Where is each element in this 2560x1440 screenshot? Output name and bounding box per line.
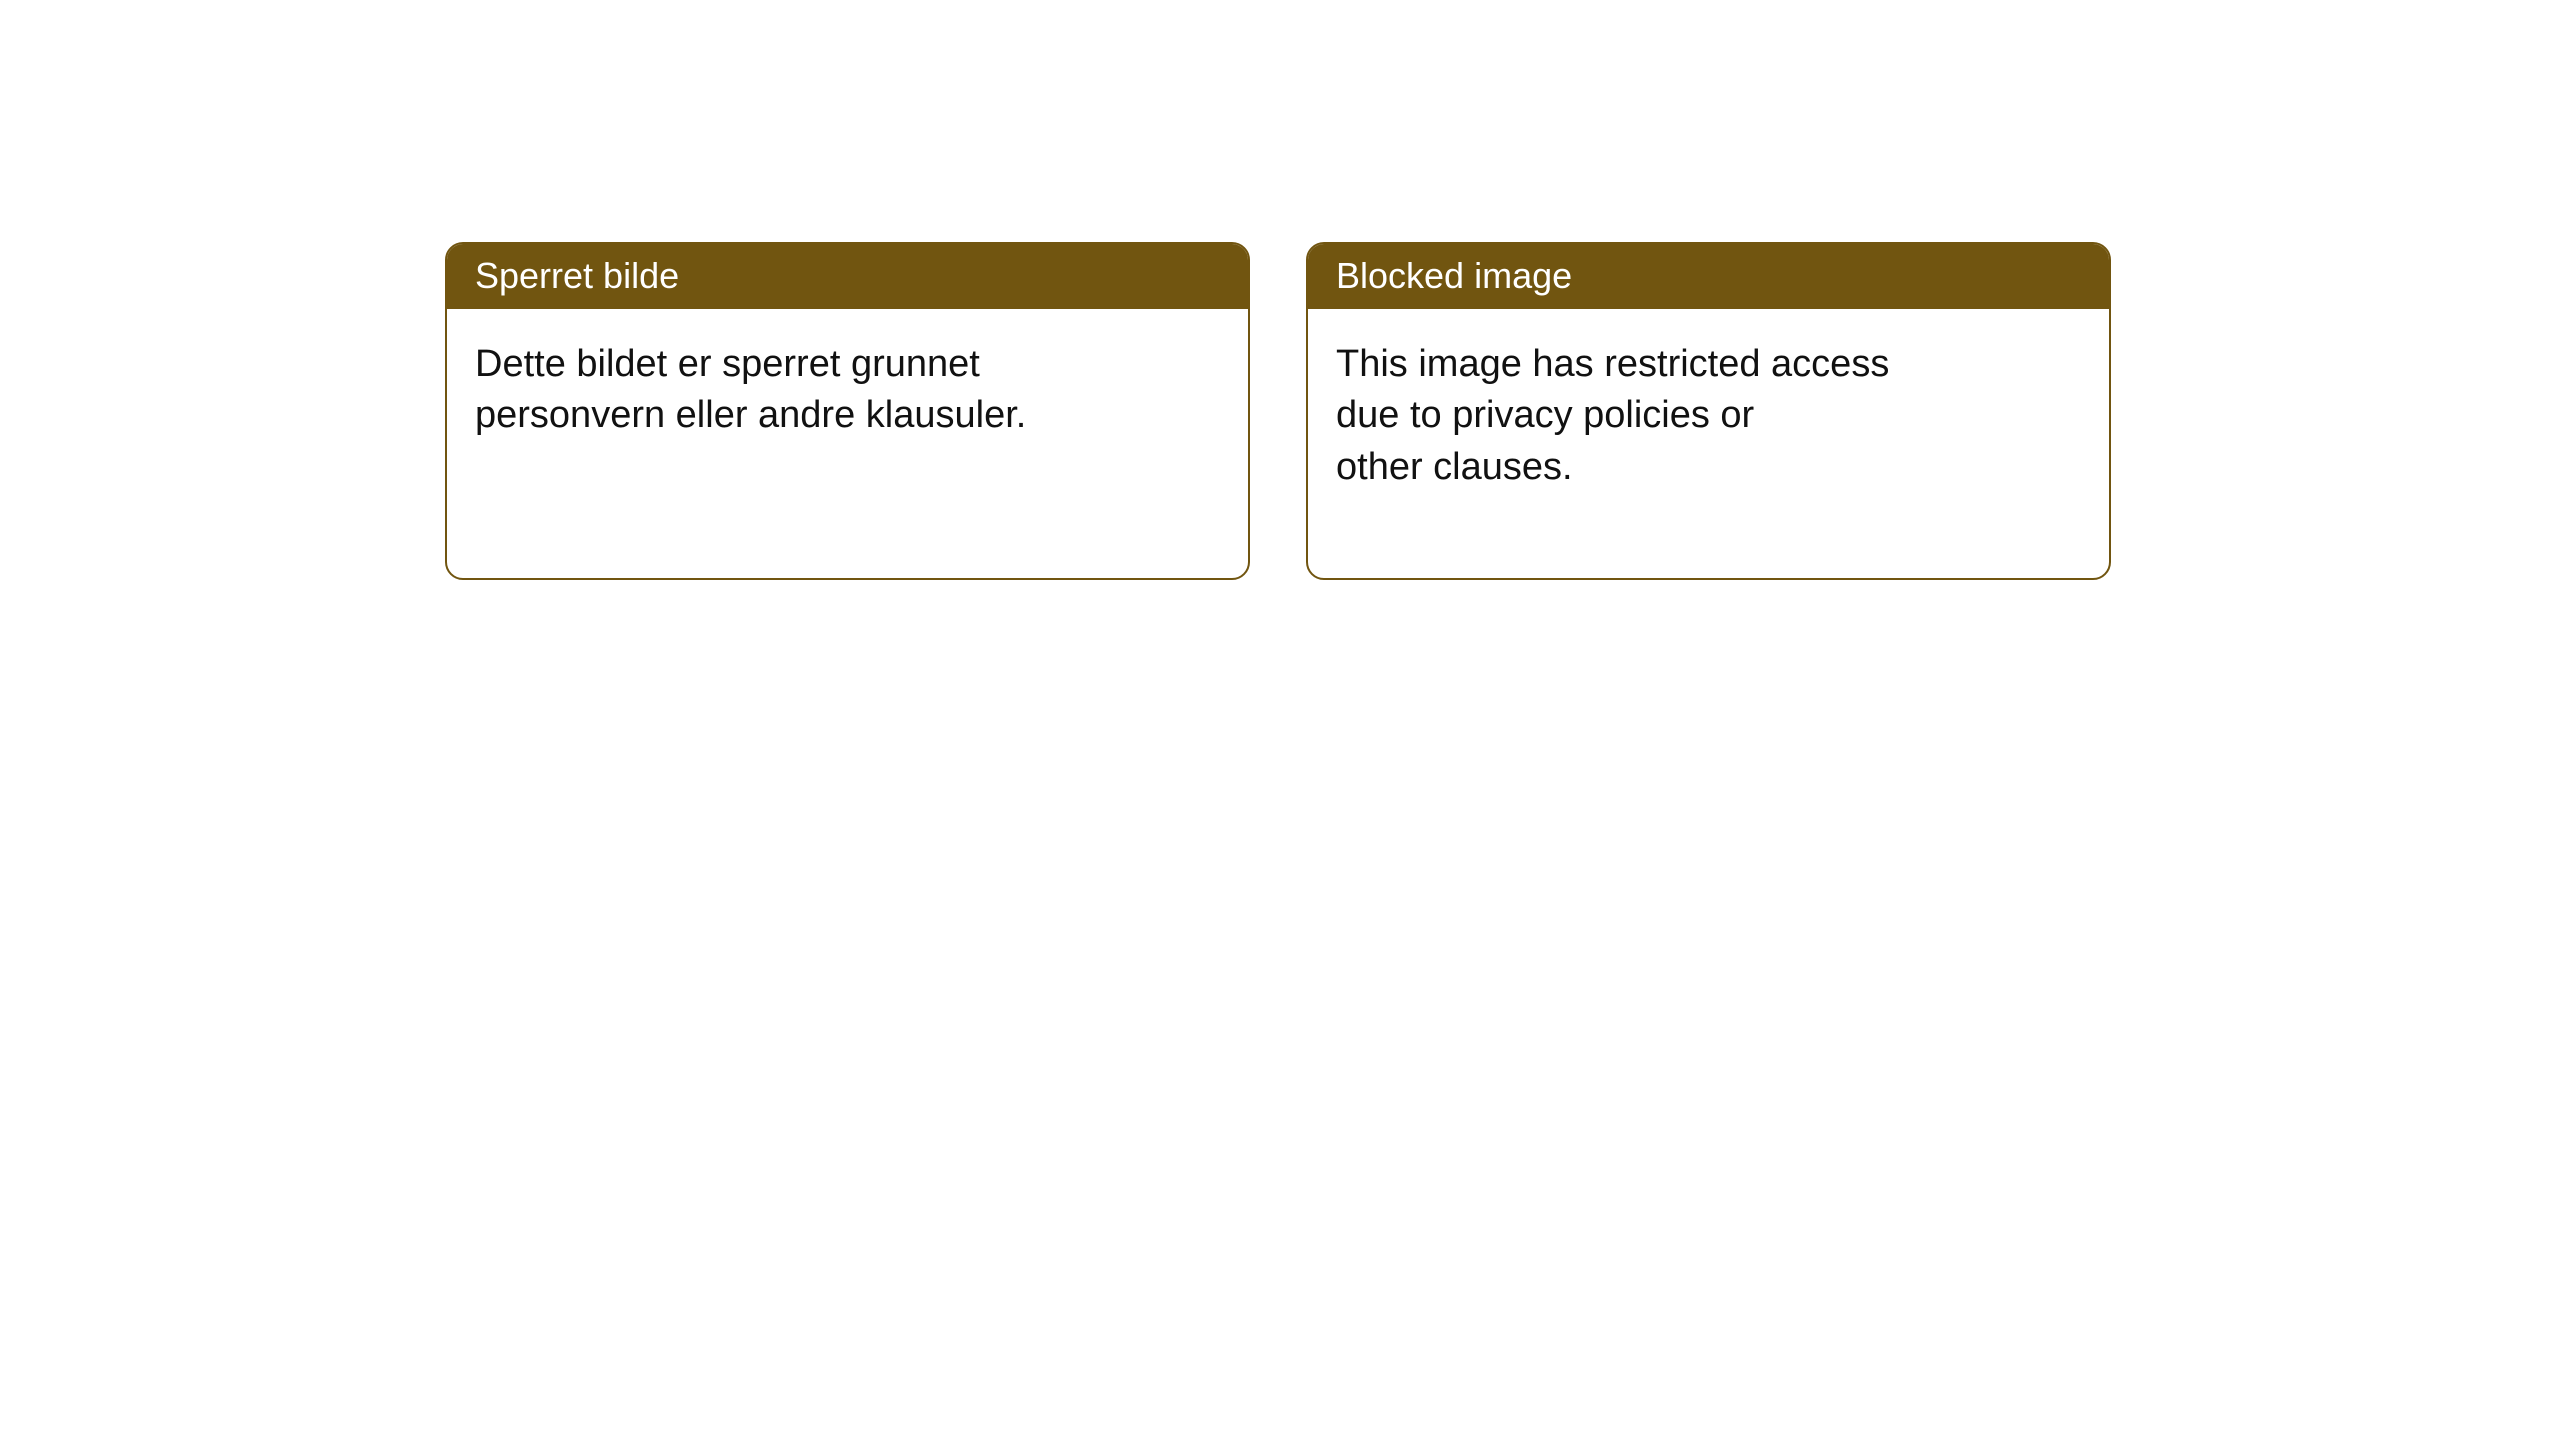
notice-card-norwegian: Sperret bilde Dette bildet er sperret gr… — [445, 242, 1250, 580]
notice-card-body: This image has restricted access due to … — [1308, 309, 2109, 521]
page: Sperret bilde Dette bildet er sperret gr… — [0, 0, 2560, 1440]
notice-card-english: Blocked image This image has restricted … — [1306, 242, 2111, 580]
notice-card-body: Dette bildet er sperret grunnet personve… — [447, 309, 1248, 470]
notice-card-title: Blocked image — [1308, 244, 2109, 309]
notice-cards-row: Sperret bilde Dette bildet er sperret gr… — [445, 242, 2111, 580]
notice-card-title: Sperret bilde — [447, 244, 1248, 309]
